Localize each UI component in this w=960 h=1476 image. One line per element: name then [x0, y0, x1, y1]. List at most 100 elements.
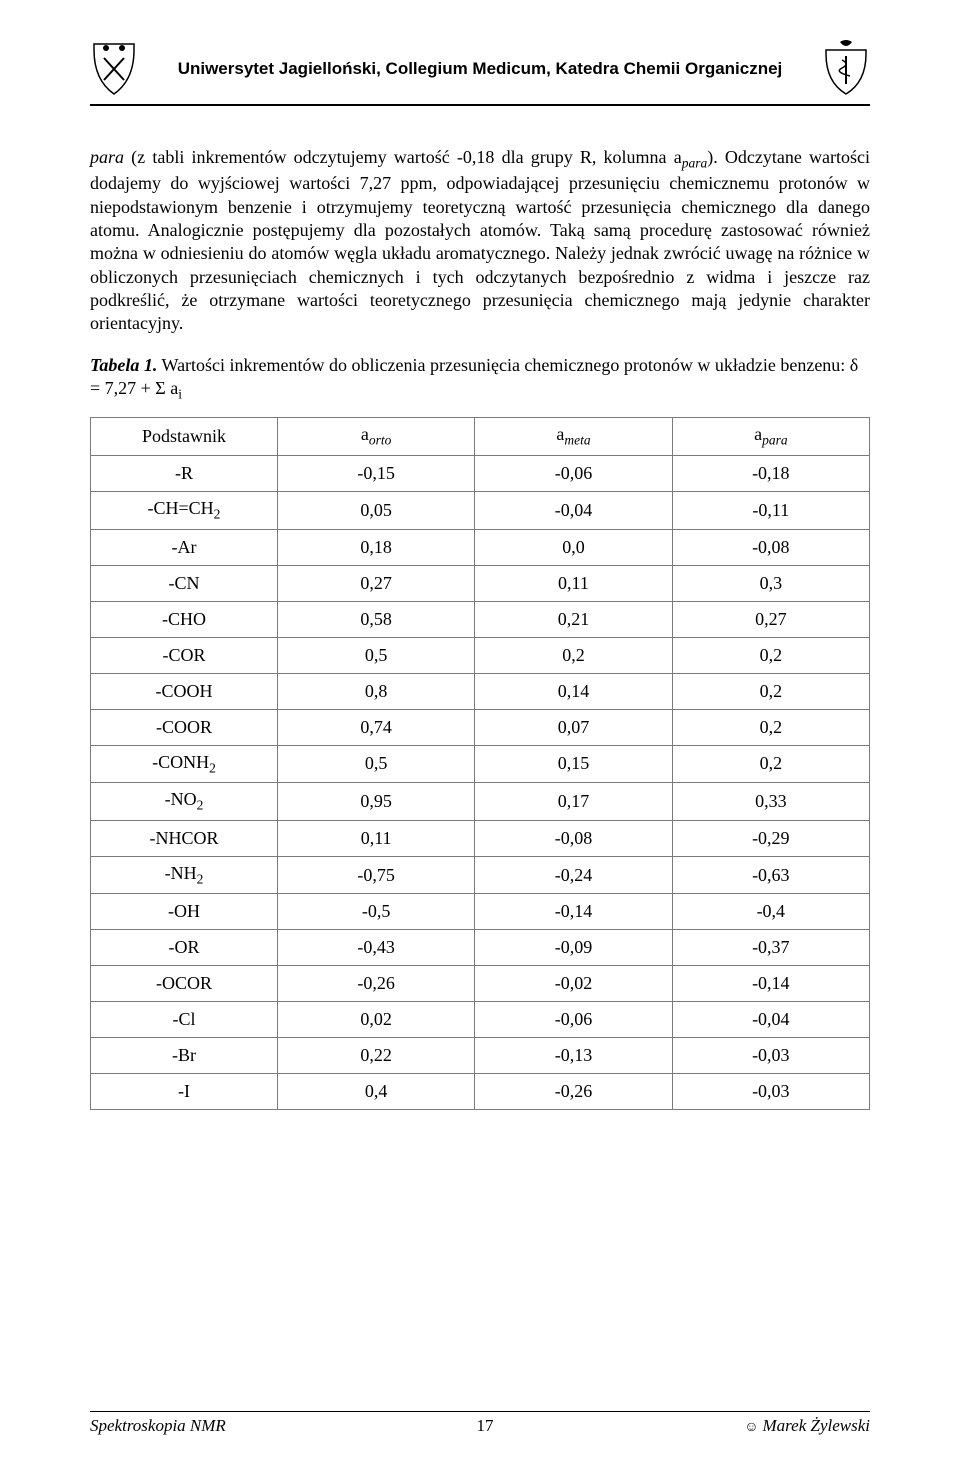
cell-meta: -0,26: [475, 1074, 672, 1110]
page-header: Uniwersytet Jagielloński, Collegium Medi…: [90, 40, 870, 106]
col-header-orto: aorto: [277, 418, 474, 456]
cell-para: -0,04: [672, 1002, 869, 1038]
col-header-para: apara: [672, 418, 869, 456]
body-paragraph: para (z tabli inkrementów odczytujemy wa…: [90, 146, 870, 336]
caption-text: Wartości inkrementów do obliczenia przes…: [90, 355, 858, 398]
cell-orto: 0,02: [277, 1002, 474, 1038]
para-sub: para: [682, 156, 708, 171]
table-row: -NHCOR0,11-0,08-0,29: [91, 820, 870, 856]
cell-orto: 0,95: [277, 783, 474, 821]
cell-label: -NH2: [91, 856, 278, 894]
footer-right: ☺Marek Żylewski: [744, 1416, 870, 1436]
cell-label: -OCOR: [91, 966, 278, 1002]
table-body: -R-0,15-0,06-0,18-CH=CH20,05-0,04-0,11-A…: [91, 456, 870, 1110]
cell-orto: 0,11: [277, 820, 474, 856]
cell-meta: -0,24: [475, 856, 672, 894]
para-text-2: ). Odczytane wartości dodajemy do wyjści…: [90, 147, 870, 333]
crest-left-icon: [90, 40, 138, 98]
cell-label: -COOR: [91, 709, 278, 745]
table-row: -OCOR-0,26-0,02-0,14: [91, 966, 870, 1002]
cell-orto: 0,74: [277, 709, 474, 745]
cell-orto: 0,22: [277, 1038, 474, 1074]
col-header-meta: ameta: [475, 418, 672, 456]
cell-para: -0,08: [672, 529, 869, 565]
cell-para: 0,33: [672, 783, 869, 821]
cell-meta: -0,04: [475, 492, 672, 530]
cell-orto: 0,05: [277, 492, 474, 530]
para-word: para: [90, 147, 124, 167]
cell-label: -CHO: [91, 601, 278, 637]
table-row: -COOH0,80,140,2: [91, 673, 870, 709]
cell-meta: 0,15: [475, 745, 672, 783]
cell-label: -OH: [91, 894, 278, 930]
cell-orto: 0,27: [277, 565, 474, 601]
table-row: -OH-0,5-0,14-0,4: [91, 894, 870, 930]
table-row: -OR-0,43-0,09-0,37: [91, 930, 870, 966]
cell-orto: -0,75: [277, 856, 474, 894]
cell-orto: -0,26: [277, 966, 474, 1002]
cell-label: -COR: [91, 637, 278, 673]
cell-label: -COOH: [91, 673, 278, 709]
table-row: -CN0,270,110,3: [91, 565, 870, 601]
cell-label: -NHCOR: [91, 820, 278, 856]
cell-meta: 0,11: [475, 565, 672, 601]
cell-orto: 0,5: [277, 745, 474, 783]
table-row: -COOR0,740,070,2: [91, 709, 870, 745]
cell-para: -0,18: [672, 456, 869, 492]
cell-orto: 0,58: [277, 601, 474, 637]
table-row: -NO20,950,170,33: [91, 783, 870, 821]
cell-meta: 0,17: [475, 783, 672, 821]
cell-meta: 0,0: [475, 529, 672, 565]
cell-meta: 0,07: [475, 709, 672, 745]
footer-page-number: 17: [477, 1416, 494, 1436]
cell-label: -CH=CH2: [91, 492, 278, 530]
table-row: -CHO0,580,210,27: [91, 601, 870, 637]
col-header-podstawnik: Podstawnik: [91, 418, 278, 456]
para-text-1: (z tabli inkrementów odczytujemy wartość…: [124, 147, 682, 167]
caption-label: Tabela 1.: [90, 355, 157, 375]
cell-orto: 0,4: [277, 1074, 474, 1110]
cell-meta: -0,13: [475, 1038, 672, 1074]
cell-para: -0,63: [672, 856, 869, 894]
caption-sub: i: [178, 387, 182, 402]
cell-para: -0,03: [672, 1074, 869, 1110]
cell-para: -0,14: [672, 966, 869, 1002]
cell-label: -Br: [91, 1038, 278, 1074]
increments-table: Podstawnik aorto ameta apara -R-0,15-0,0…: [90, 417, 870, 1110]
cell-para: 0,2: [672, 637, 869, 673]
cell-label: -Cl: [91, 1002, 278, 1038]
table-row: -CH=CH20,05-0,04-0,11: [91, 492, 870, 530]
table-row: -Cl0,02-0,06-0,04: [91, 1002, 870, 1038]
cell-meta: -0,09: [475, 930, 672, 966]
cell-meta: -0,06: [475, 456, 672, 492]
table-row: -R-0,15-0,06-0,18: [91, 456, 870, 492]
cell-para: 0,2: [672, 745, 869, 783]
cell-para: -0,37: [672, 930, 869, 966]
cell-orto: -0,5: [277, 894, 474, 930]
cell-para: -0,29: [672, 820, 869, 856]
table-caption: Tabela 1. Wartości inkrementów do oblicz…: [90, 354, 870, 404]
cell-label: -R: [91, 456, 278, 492]
cell-meta: -0,08: [475, 820, 672, 856]
table-row: -Br0,22-0,13-0,03: [91, 1038, 870, 1074]
cell-orto: -0,43: [277, 930, 474, 966]
table-row: -Ar0,180,0-0,08: [91, 529, 870, 565]
cell-label: -OR: [91, 930, 278, 966]
cell-meta: -0,06: [475, 1002, 672, 1038]
cell-para: -0,11: [672, 492, 869, 530]
cell-para: 0,2: [672, 709, 869, 745]
cell-label: -I: [91, 1074, 278, 1110]
cell-label: -NO2: [91, 783, 278, 821]
cell-meta: 0,14: [475, 673, 672, 709]
cell-label: -CONH2: [91, 745, 278, 783]
cell-para: 0,27: [672, 601, 869, 637]
cell-orto: 0,18: [277, 529, 474, 565]
footer-left: Spektroskopia NMR: [90, 1416, 226, 1436]
cell-label: -Ar: [91, 529, 278, 565]
cell-label: -CN: [91, 565, 278, 601]
smiley-icon: ☺: [744, 1420, 758, 1435]
cell-meta: 0,2: [475, 637, 672, 673]
cell-meta: -0,14: [475, 894, 672, 930]
table-row: -NH2-0,75-0,24-0,63: [91, 856, 870, 894]
table-row: -CONH20,50,150,2: [91, 745, 870, 783]
